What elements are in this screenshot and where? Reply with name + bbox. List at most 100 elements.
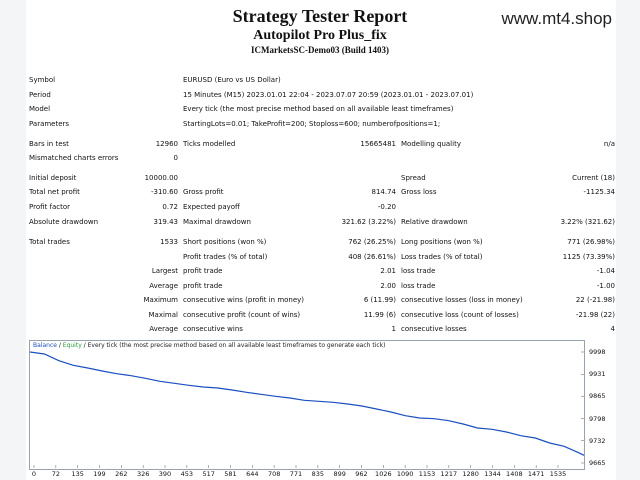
ltrades-value: 1125 (73.39%): [562, 253, 615, 261]
symbol-label: Symbol: [29, 76, 56, 84]
report-title: Strategy Tester Report: [232, 6, 408, 26]
x-tick-label: 899: [333, 470, 346, 478]
x-tick-label: 1280: [462, 470, 479, 478]
spread-label: Spread: [401, 174, 426, 182]
mcl-label: consecutive losses (loss in money): [401, 296, 523, 304]
mclo-label: consecutive loss (count of losses): [401, 311, 519, 319]
ticks-value: 15665481: [360, 140, 396, 148]
long-label: Long positions (won %): [401, 238, 483, 246]
average-label: Average: [149, 282, 178, 290]
x-tick-label: 835: [311, 470, 325, 478]
x-tick-label: 771: [289, 470, 303, 478]
ea-name: Autopilot Pro Plus_fix: [253, 28, 387, 43]
x-tick-label: 1217: [440, 470, 458, 478]
x-tick-label: 135: [71, 470, 84, 478]
series-line-balance: [29, 351, 585, 456]
legend-separator: /: [56, 342, 63, 349]
mcl-value: 22 (-21.98): [575, 296, 615, 304]
bars-label: Bars in test: [29, 140, 69, 148]
apt-label: profit trade: [183, 282, 223, 290]
long-value: 771 (26.98%): [567, 238, 615, 246]
y-tick-label: 9865: [589, 392, 606, 401]
mdd-label: Maximal drawdown: [183, 218, 251, 226]
trades-value: 1533: [160, 238, 178, 246]
y-tick-label: 9998: [589, 348, 606, 356]
ticks-label: Ticks modelled: [183, 140, 236, 148]
deposit-value: 10000.00: [144, 174, 178, 182]
add-label: Absolute drawdown: [29, 218, 99, 226]
x-tick-label: 644: [246, 470, 259, 478]
spread-value: Current (18): [572, 174, 615, 182]
x-tick-label: 262: [115, 470, 128, 478]
y-tick-label: 9732: [589, 436, 606, 445]
x-tick-label: 1471: [527, 470, 545, 478]
acl-label: consecutive losses: [401, 325, 467, 333]
gp-label: Gross profit: [183, 188, 224, 196]
params-value: StartingLots=0.01; TakeProfit=200; Stopl…: [183, 120, 441, 128]
model-label: Model: [29, 105, 51, 113]
acw-label: consecutive wins: [183, 325, 243, 333]
x-tick-label: 72: [51, 470, 60, 478]
average2-label: Average: [149, 325, 178, 333]
x-tick-label: 517: [202, 470, 215, 478]
net-value: -310.60: [150, 188, 178, 196]
acl-value: 4: [610, 325, 615, 333]
ep-value: -0.20: [377, 203, 396, 211]
net-label: Total net profit: [29, 188, 80, 196]
chart-legend: Balance / Equity / Every tick (the most …: [33, 342, 386, 349]
mcw-label: consecutive wins (profit in money): [183, 296, 305, 304]
quality-value: n/a: [603, 140, 615, 148]
pf-value: 0.72: [162, 203, 178, 211]
ptrades-value: 408 (26.61%): [348, 253, 396, 261]
quality-label: Modelling quality: [401, 140, 461, 148]
x-tick-label: 1344: [484, 470, 501, 478]
x-tick-label: 199: [93, 470, 106, 478]
apt-value: 2.00: [380, 282, 396, 290]
server-name: ICMarketsSC-Demo03 (Build 1403): [251, 45, 389, 55]
acw-value: 1: [391, 325, 396, 333]
params-label: Parameters: [29, 120, 70, 128]
ep-label: Expected payoff: [183, 203, 240, 211]
legend-equity: Equity: [62, 342, 82, 349]
mismatch-value: 0: [173, 154, 178, 162]
gp-value: 814.74: [371, 188, 397, 196]
period-value: 15 Minutes (M15) 2023.01.01 22:04 - 2023…: [183, 91, 474, 99]
gl-value: -1125.34: [583, 188, 615, 196]
mcw-value: 6 (11.99): [363, 296, 396, 304]
add-value: 319.43: [153, 218, 179, 226]
x-tick-label: 1153: [418, 470, 436, 478]
ltrades-label: Loss trades (% of total): [401, 253, 483, 261]
x-tick-label: 326: [136, 470, 150, 478]
legend-balance: Balance: [33, 342, 57, 349]
x-tick-label: 962: [355, 470, 368, 478]
llt-label: loss trade: [401, 267, 436, 275]
x-tick-label: 453: [180, 470, 194, 478]
x-tick-label: 1026: [375, 470, 392, 478]
x-tick-label: 1090: [396, 470, 414, 478]
largest-label: Largest: [151, 267, 178, 275]
bars-value: 12960: [155, 140, 178, 148]
legend-description: / Every tick (the most precise method ba…: [81, 342, 386, 349]
mdd-value: 321.62 (3.22%): [341, 218, 396, 226]
mcp-value: 11.99 (6): [363, 311, 396, 319]
deposit-label: Initial deposit: [29, 174, 77, 182]
x-tick-label: 581: [224, 470, 237, 478]
x-tick-label: 708: [267, 470, 281, 478]
model-value: Every tick (the most precise method base…: [183, 105, 454, 113]
x-tick-label: 1408: [506, 470, 523, 478]
maximal-label: Maximal: [148, 311, 178, 319]
mcp-label: consecutive profit (count of wins): [183, 311, 301, 319]
x-tick-label: 0: [31, 470, 37, 478]
trades-label: Total trades: [29, 238, 70, 246]
gl-label: Gross loss: [401, 188, 437, 196]
pf-label: Profit factor: [29, 203, 70, 211]
x-tick-label: 390: [158, 470, 172, 478]
ptrades-label: Profit trades (% of total): [183, 253, 268, 261]
watermark: www.mt4.shop: [501, 9, 612, 28]
balance-chart: Balance / Equity / Every tick (the most …: [29, 340, 585, 470]
alt-label: loss trade: [401, 282, 436, 290]
y-tick-label: 9665: [589, 459, 606, 467]
y-tick-label: 9931: [589, 370, 606, 379]
symbol-value: EURUSD (Euro vs US Dollar): [183, 76, 281, 84]
